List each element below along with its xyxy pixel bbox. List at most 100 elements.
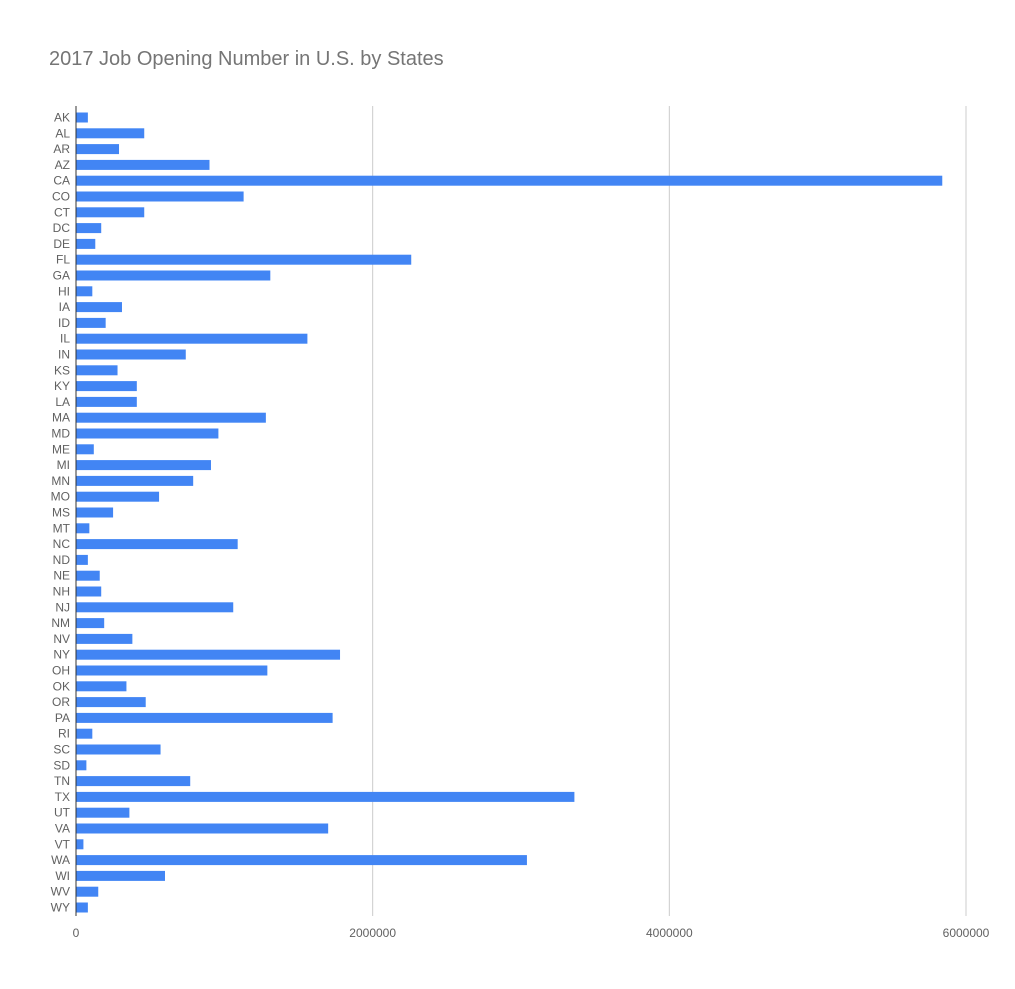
y-category-label: MT	[53, 521, 71, 535]
y-category-label: RI	[58, 727, 70, 741]
bar-al	[76, 128, 145, 139]
y-category-label: SC	[53, 743, 70, 757]
y-category-label: NC	[53, 537, 71, 551]
y-category-label: CA	[53, 174, 70, 188]
bar-ms	[76, 507, 114, 518]
bar-oh	[76, 665, 268, 676]
bar-tn	[76, 776, 191, 787]
x-tick-label: 2000000	[349, 926, 396, 940]
y-category-label: MI	[57, 458, 70, 472]
bar-ma	[76, 412, 266, 423]
bar-nv	[76, 633, 133, 644]
bar-va	[76, 823, 329, 834]
bar-mt	[76, 523, 90, 534]
y-category-label: WY	[51, 901, 70, 915]
x-axis-labels: 0 2000000 4000000 6000000	[73, 926, 990, 940]
bar-mn	[76, 475, 194, 486]
y-category-label: NV	[53, 632, 70, 646]
bar-dc	[76, 223, 102, 234]
y-category-label: TN	[54, 774, 70, 788]
bar-nj	[76, 602, 234, 613]
bar-co	[76, 191, 244, 202]
bar-pa	[76, 712, 333, 723]
y-category-label: SD	[53, 758, 70, 772]
bar-in	[76, 349, 186, 360]
y-category-label: MA	[52, 411, 70, 425]
bars	[76, 112, 943, 913]
y-category-label: OR	[52, 695, 70, 709]
chart-title: 2017 Job Opening Number in U.S. by State…	[49, 48, 444, 70]
bar-az	[76, 159, 210, 170]
bar-il	[76, 333, 308, 344]
bar-ks	[76, 365, 118, 376]
y-category-label: KS	[54, 363, 70, 377]
y-category-label: CT	[54, 205, 71, 219]
y-category-label: MS	[52, 506, 70, 520]
bar-ca	[76, 175, 943, 186]
bar-ny	[76, 649, 341, 660]
bar-id	[76, 317, 106, 328]
y-category-label: TX	[55, 790, 70, 804]
y-category-label: OH	[52, 664, 70, 678]
y-category-label: IA	[59, 300, 70, 314]
y-category-label: DE	[53, 237, 70, 251]
y-category-label: PA	[55, 711, 70, 725]
y-category-label: ID	[58, 316, 70, 330]
y-category-label: GA	[53, 269, 70, 283]
y-category-label: IL	[60, 332, 70, 346]
bar-de	[76, 238, 96, 249]
bar-ri	[76, 728, 93, 739]
bar-ga	[76, 270, 271, 281]
bar-or	[76, 697, 146, 708]
y-category-label: DC	[53, 221, 71, 235]
bar-ia	[76, 302, 122, 313]
gridlines	[372, 106, 967, 916]
y-category-label: AZ	[55, 158, 70, 172]
y-category-label: WA	[51, 853, 70, 867]
bar-mo	[76, 491, 160, 502]
bar-me	[76, 444, 94, 455]
y-category-label: NJ	[55, 600, 70, 614]
x-tick-label: 0	[73, 926, 80, 940]
bar-nc	[76, 539, 238, 550]
y-category-label: NY	[53, 648, 70, 662]
y-category-label: OK	[53, 679, 70, 693]
bar-ky	[76, 381, 137, 392]
y-category-label: MN	[51, 474, 70, 488]
x-tick-label: 6000000	[943, 926, 990, 940]
y-category-label: ND	[53, 553, 71, 567]
y-category-label: UT	[54, 806, 71, 820]
bar-tx	[76, 791, 575, 802]
y-category-label: ME	[52, 442, 70, 456]
y-category-label: VA	[55, 822, 70, 836]
y-category-label: HI	[58, 284, 70, 298]
bar-nm	[76, 618, 105, 629]
bar-ct	[76, 207, 145, 218]
y-category-label: AR	[53, 142, 70, 156]
bar-wa	[76, 855, 527, 866]
y-category-label: WI	[55, 869, 70, 883]
bar-sd	[76, 760, 87, 771]
x-tick-label: 4000000	[646, 926, 693, 940]
bar-mi	[76, 460, 211, 471]
y-category-label: MO	[51, 490, 70, 504]
y-category-label: LA	[55, 395, 70, 409]
bar-fl	[76, 254, 412, 265]
y-category-label: NE	[53, 569, 70, 583]
bar-ak	[76, 112, 88, 123]
bar-sc	[76, 744, 161, 755]
y-category-label: KY	[54, 379, 70, 393]
y-category-label: AL	[55, 126, 70, 140]
bar-nd	[76, 554, 88, 565]
bar-md	[76, 428, 219, 439]
bar-wy	[76, 902, 88, 913]
y-category-label: WV	[51, 885, 70, 899]
y-category-label: NM	[51, 616, 70, 630]
bar-ne	[76, 570, 100, 581]
bar-ok	[76, 681, 127, 692]
bar-nh	[76, 586, 102, 597]
y-category-label: MD	[51, 427, 70, 441]
bar-ut	[76, 807, 130, 818]
y-category-label: FL	[56, 253, 70, 267]
